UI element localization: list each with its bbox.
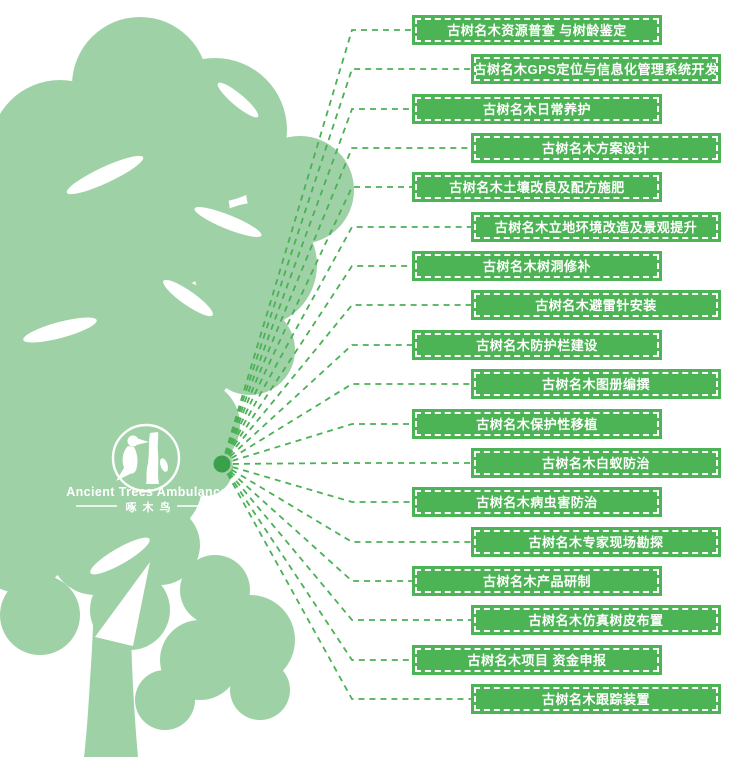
service-label: 古树名木树洞修补 bbox=[482, 258, 591, 274]
hub-dot bbox=[213, 455, 231, 473]
service-box-dashed-border: 古树名木树洞修补 bbox=[415, 254, 659, 278]
service-box-dashed-border: 古树名木资源普查 与树龄鉴定 bbox=[415, 18, 659, 42]
service-label: 古树名木病虫害防治 bbox=[476, 494, 598, 510]
service-box: 古树名木产品研制 bbox=[412, 566, 662, 596]
connector-line bbox=[221, 226, 471, 465]
logo: Ancient Trees Ambulance 啄木鸟 bbox=[66, 423, 228, 514]
service-box: 古树名木树洞修补 bbox=[412, 251, 662, 281]
service-box-dashed-border: 古树名木项目 资金申报 bbox=[415, 648, 659, 672]
connector-line bbox=[221, 463, 471, 700]
service-label: 古树名木立地环境改造及景观提升 bbox=[494, 219, 698, 235]
connector-line bbox=[221, 108, 412, 465]
service-label: 古树名木白蚁防治 bbox=[541, 455, 650, 471]
connector-line bbox=[221, 304, 471, 465]
service-box-dashed-border: 古树名木GPS定位与信息化管理系统开发 bbox=[474, 57, 718, 81]
service-box: 古树名木白蚁防治 bbox=[471, 448, 721, 478]
connector-line bbox=[221, 265, 412, 465]
service-box-dashed-border: 古树名木土壤改良及配方施肥 bbox=[415, 175, 659, 199]
service-box-dashed-border: 古树名木图册编撰 bbox=[474, 372, 718, 396]
connector-line bbox=[221, 462, 471, 465]
service-box: 古树名木GPS定位与信息化管理系统开发 bbox=[471, 54, 721, 84]
connector-line bbox=[221, 344, 412, 465]
logo-subtitle: 啄木鸟 bbox=[126, 500, 177, 514]
service-box-dashed-border: 古树名木白蚁防治 bbox=[474, 451, 718, 475]
service-box: 古树名木图册编撰 bbox=[471, 369, 721, 399]
service-label: 古树名木日常养护 bbox=[482, 101, 591, 117]
service-box: 古树名木方案设计 bbox=[471, 133, 721, 163]
connector-line bbox=[221, 423, 412, 465]
connector-line bbox=[221, 68, 471, 465]
service-label: 古树名木保护性移植 bbox=[476, 416, 598, 432]
service-box: 古树名木土壤改良及配方施肥 bbox=[412, 172, 662, 202]
service-box: 古树名木避雷针安装 bbox=[471, 290, 721, 320]
connector-lines bbox=[221, 29, 471, 700]
service-box-dashed-border: 古树名木跟踪装置 bbox=[474, 687, 718, 711]
connector-line bbox=[221, 147, 471, 465]
service-label: 古树名木专家现场勘探 bbox=[528, 534, 664, 550]
service-label: 古树名木方案设计 bbox=[541, 140, 650, 156]
service-label: 古树名木跟踪装置 bbox=[541, 691, 650, 707]
connector-line bbox=[221, 463, 471, 621]
woodpecker-icon bbox=[116, 432, 168, 484]
service-label: 古树名木防护栏建设 bbox=[476, 337, 598, 353]
connector-line bbox=[221, 186, 412, 465]
service-box-dashed-border: 古树名木仿真树皮布置 bbox=[474, 608, 718, 632]
service-box-dashed-border: 古树名木方案设计 bbox=[474, 136, 718, 160]
service-label: 古树名木产品研制 bbox=[482, 573, 591, 589]
service-box-dashed-border: 古树名木专家现场勘探 bbox=[474, 530, 718, 554]
connector-line bbox=[221, 383, 471, 465]
service-label: 古树名木避雷针安装 bbox=[535, 297, 657, 313]
service-box: 古树名木立地环境改造及景观提升 bbox=[471, 212, 721, 242]
service-box: 古树名木项目 资金申报 bbox=[412, 645, 662, 675]
service-box: 古树名木资源普查 与树龄鉴定 bbox=[412, 15, 662, 45]
service-label: 古树名木图册编撰 bbox=[541, 376, 650, 392]
connector-line bbox=[221, 463, 412, 503]
service-box-dashed-border: 古树名木病虫害防治 bbox=[415, 490, 659, 514]
tree-branch-gaps bbox=[23, 82, 262, 646]
service-label: 古树名木资源普查 与树龄鉴定 bbox=[447, 22, 627, 38]
service-box: 古树名木防护栏建设 bbox=[412, 330, 662, 360]
service-label: 古树名木GPS定位与信息化管理系统开发 bbox=[474, 61, 718, 77]
service-box-dashed-border: 古树名木立地环境改造及景观提升 bbox=[474, 215, 718, 239]
service-label: 古树名木仿真树皮布置 bbox=[528, 612, 664, 628]
service-box: 古树名木跟踪装置 bbox=[471, 684, 721, 714]
service-label: 古树名木项目 资金申报 bbox=[467, 652, 607, 668]
service-box-dashed-border: 古树名木日常养护 bbox=[415, 97, 659, 121]
service-label: 古树名木土壤改良及配方施肥 bbox=[449, 179, 625, 195]
tree-trunk bbox=[84, 470, 140, 757]
logo-circle bbox=[111, 423, 181, 493]
service-box-dashed-border: 古树名木保护性移植 bbox=[415, 412, 659, 436]
service-box: 古树名木病虫害防治 bbox=[412, 487, 662, 517]
service-box-dashed-border: 古树名木防护栏建设 bbox=[415, 333, 659, 357]
tree-silhouette bbox=[0, 17, 354, 757]
connector-line bbox=[221, 29, 412, 465]
service-box: 古树名木日常养护 bbox=[412, 94, 662, 124]
connector-line bbox=[221, 463, 412, 582]
connector-line bbox=[221, 463, 412, 661]
service-box: 古树名木专家现场勘探 bbox=[471, 527, 721, 557]
service-box: 古树名木保护性移植 bbox=[412, 409, 662, 439]
service-box-dashed-border: 古树名木避雷针安装 bbox=[474, 293, 718, 317]
service-box: 古树名木仿真树皮布置 bbox=[471, 605, 721, 635]
logo-title: Ancient Trees Ambulance bbox=[66, 485, 228, 499]
service-box-dashed-border: 古树名木产品研制 bbox=[415, 569, 659, 593]
